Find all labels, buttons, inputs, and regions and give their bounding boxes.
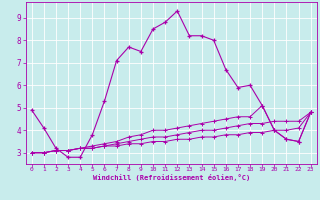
X-axis label: Windchill (Refroidissement éolien,°C): Windchill (Refroidissement éolien,°C) [92, 174, 250, 181]
